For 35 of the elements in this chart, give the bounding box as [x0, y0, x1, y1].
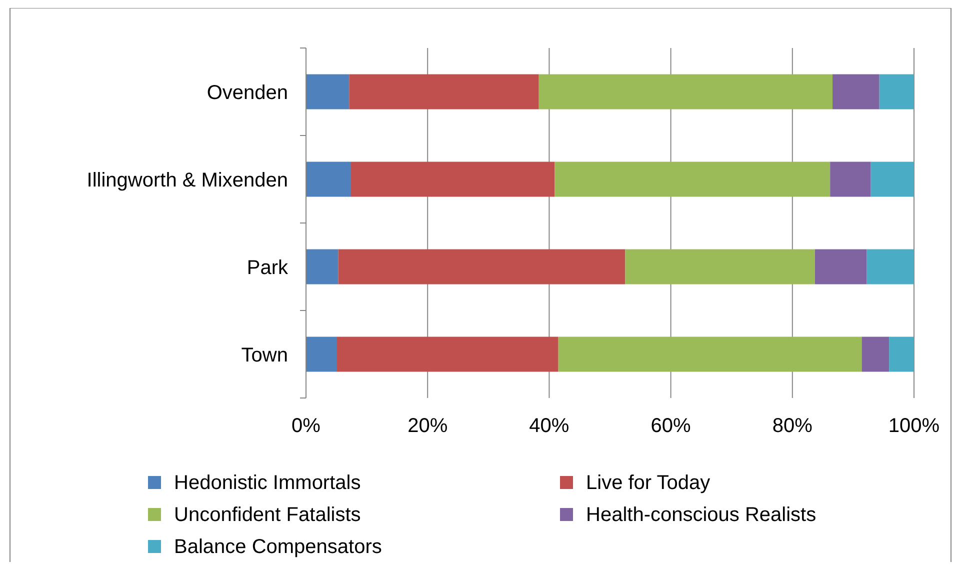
legend-label: Unconfident Fatalists: [174, 504, 361, 526]
bar: [832, 74, 880, 110]
x-tick-label: 60%: [650, 415, 692, 437]
bar: [554, 162, 830, 197]
bar: [814, 249, 867, 284]
bar: [349, 74, 539, 110]
bar: [306, 249, 338, 284]
bar: [830, 162, 871, 197]
legend-label: Hedonistic Immortals: [174, 472, 361, 494]
bar: [866, 249, 914, 284]
x-tick-label: 40%: [529, 415, 570, 437]
y-tick-label: Illingworth & Mixenden: [86, 169, 288, 192]
x-tick-label: 20%: [408, 415, 448, 437]
bar: [306, 74, 350, 110]
x-tick-label: 100%: [888, 415, 940, 437]
bar: [538, 74, 833, 110]
bar: [350, 162, 555, 197]
y-tick-label: Town: [241, 344, 288, 366]
bar: [889, 336, 914, 372]
y-tick-label: Ovenden: [206, 82, 288, 104]
bar: [338, 249, 626, 284]
x-tick-label: 80%: [772, 415, 813, 437]
bar: [870, 162, 914, 197]
legend-label: Live for Today: [586, 472, 710, 494]
legend-label: Health-conscious Realists: [586, 504, 816, 526]
bar: [306, 162, 351, 197]
bar: [306, 336, 338, 372]
y-tick-label: Park: [246, 256, 289, 279]
bar: [862, 336, 890, 372]
bar: [879, 74, 914, 110]
legend-label: Balance Compensators: [174, 536, 382, 558]
bar: [558, 336, 862, 372]
x-tick-label: 0%: [292, 415, 321, 437]
bar: [625, 249, 815, 284]
bar: [337, 336, 558, 372]
